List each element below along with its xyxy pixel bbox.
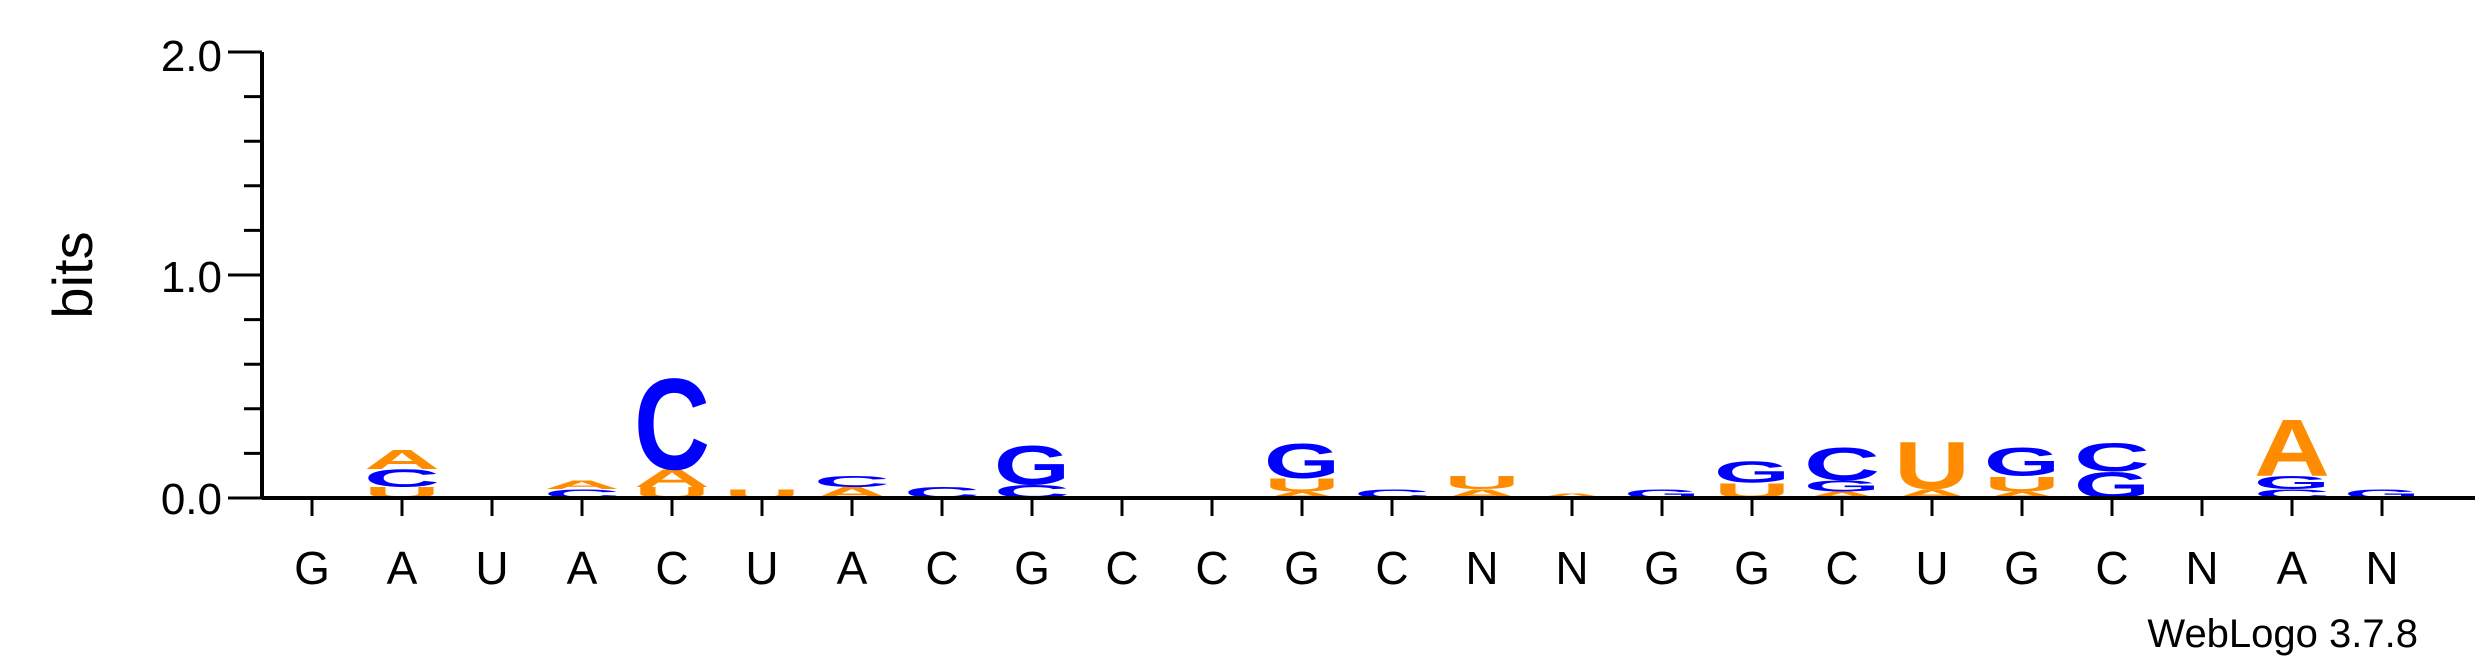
logo-letter-a: A [1984, 490, 2060, 500]
y-axis-ticks [228, 50, 262, 500]
logo-letter-g: G [1714, 455, 1790, 490]
position-label: C [1195, 542, 1228, 594]
position-label: C [1375, 542, 1408, 594]
logo-letter-c: C [364, 465, 440, 493]
position-label: C [655, 542, 688, 594]
y-axis-title: bits [41, 231, 104, 318]
logo-letter-a: A [1264, 490, 1340, 500]
logo-letter-g: G [1804, 477, 1880, 494]
logo-letter-g: G [2254, 472, 2330, 493]
position-label: C [1105, 542, 1138, 594]
position-label: G [1284, 542, 1320, 594]
logo-letter-a: A [1534, 492, 1610, 499]
position-label: U [475, 542, 508, 594]
logo-letter-a: A [364, 444, 440, 475]
logo-letter-a: A [1804, 490, 1880, 500]
position-label: C [2095, 542, 2128, 594]
position-label: G [1734, 542, 1770, 594]
position-label: N [2365, 542, 2398, 594]
position-label: C [1825, 542, 1858, 594]
logo-letter-u: U [1264, 475, 1340, 496]
logo-letter-c: C [2074, 435, 2150, 480]
position-label: A [567, 542, 598, 594]
y-tick-label-2: 2.0 [161, 32, 222, 81]
position-label: G [1014, 542, 1050, 594]
logo-letter-a: A [2254, 403, 2330, 493]
position-label: C [925, 542, 958, 594]
logo-letter-c: C [1804, 438, 1880, 490]
logo-letter-g: G [1264, 434, 1340, 489]
position-label: N [1465, 542, 1498, 594]
y-tick-label-0: 0.0 [161, 475, 222, 524]
logo-letter-u: U [1984, 472, 2060, 496]
logo-letter-c: C [634, 352, 710, 497]
logo-letter-a: A [544, 478, 620, 492]
logo-letter-a: A [634, 465, 710, 493]
position-label: G [2004, 542, 2040, 594]
logo-letter-u: U [1444, 473, 1520, 494]
logo-letter-g: G [1984, 439, 2060, 484]
y-tick-label-1: 1.0 [161, 253, 222, 302]
logo-letter-u: U [1894, 428, 1970, 504]
position-label: U [745, 542, 778, 594]
logo-letter-c: C [814, 473, 890, 490]
position-label: N [2185, 542, 2218, 594]
logo-letter-g: G [994, 434, 1070, 496]
position-label: G [294, 542, 330, 594]
position-label: A [2277, 542, 2308, 594]
position-label: N [1555, 542, 1588, 594]
position-label: G [1644, 542, 1680, 594]
position-label: A [387, 542, 418, 594]
weblogo-credit: WebLogo 3.7.8 [2147, 612, 2418, 656]
position-label: U [1915, 542, 1948, 594]
position-label: A [837, 542, 868, 594]
